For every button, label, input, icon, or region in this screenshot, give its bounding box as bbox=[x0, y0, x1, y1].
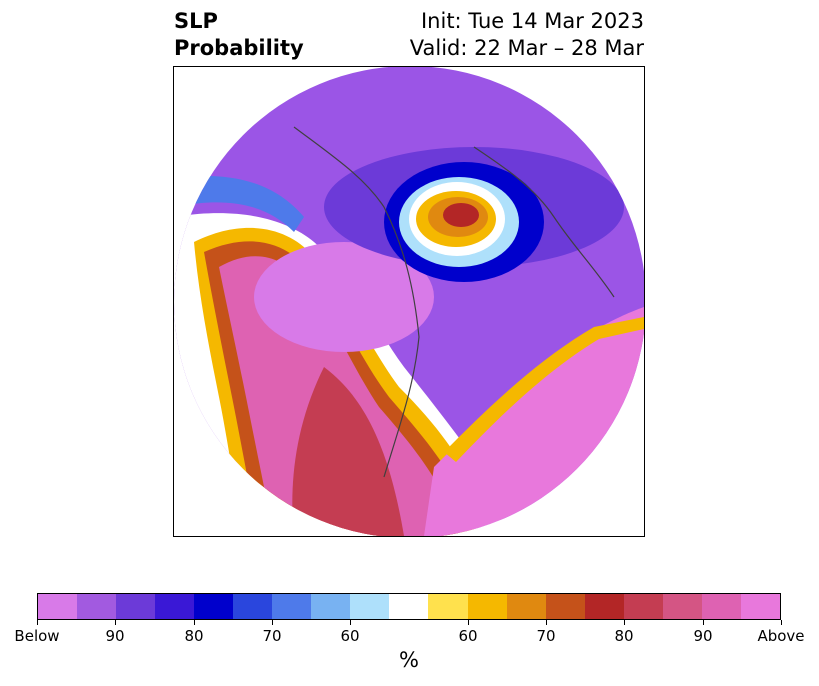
title-right: Init: Tue 14 Mar 2023 Valid: 22 Mar – 28… bbox=[410, 8, 644, 62]
atlantic-yellow-band bbox=[444, 317, 644, 462]
colorbar-segment bbox=[428, 594, 468, 619]
colorbar-segment bbox=[311, 594, 351, 619]
colorbar-tick bbox=[350, 620, 351, 625]
colorbar-tick-label: 80 bbox=[184, 627, 204, 645]
colorbar-segment bbox=[272, 594, 312, 619]
colorbar-tick bbox=[703, 620, 704, 625]
colorbar-tick-label: 60 bbox=[458, 627, 478, 645]
colorbar-tick-label: 60 bbox=[340, 627, 360, 645]
valid-range: Valid: 22 Mar – 28 Mar bbox=[409, 36, 644, 60]
colorbar-segment bbox=[233, 594, 273, 619]
colorbar-segment bbox=[77, 594, 117, 619]
colorbar-segment bbox=[389, 594, 429, 619]
colorbar-tick-label: Below bbox=[14, 627, 60, 645]
colorbar-segment bbox=[701, 594, 741, 619]
colorbar-tick-label: 70 bbox=[536, 627, 556, 645]
colorbar-segment bbox=[545, 594, 585, 619]
canada-below-core bbox=[254, 242, 434, 352]
colorbar-tick bbox=[624, 620, 625, 625]
colorbar-segment bbox=[467, 594, 507, 619]
colorbar-segment bbox=[623, 594, 663, 619]
map-panel bbox=[173, 66, 645, 537]
colorbar-tick-label: 70 bbox=[262, 627, 282, 645]
colorbar-segment bbox=[116, 594, 156, 619]
colorbar-tick bbox=[272, 620, 273, 625]
colorbar-tick-label: 90 bbox=[693, 627, 713, 645]
colorbar-tick-label: Above bbox=[757, 627, 805, 645]
colorbar-segment bbox=[662, 594, 702, 619]
colorbar-tick-label: 80 bbox=[614, 627, 634, 645]
colorbar-tick bbox=[37, 620, 38, 625]
colorbar-segment bbox=[155, 594, 195, 619]
colorbar-tick bbox=[781, 620, 782, 625]
colorbar-segment bbox=[584, 594, 624, 619]
colorbar-tick bbox=[194, 620, 195, 625]
us-above-core bbox=[292, 367, 404, 536]
colorbar-segment bbox=[194, 594, 234, 619]
colorbar-tick-label: 90 bbox=[105, 627, 125, 645]
colorbar-segment bbox=[38, 594, 78, 619]
title-left: SLP Probability bbox=[174, 8, 304, 62]
colorbar-tick bbox=[468, 620, 469, 625]
coastline bbox=[293, 126, 615, 478]
colorbar bbox=[37, 593, 781, 620]
pacific-blue-band bbox=[174, 175, 304, 232]
field-subtitle: Probability bbox=[174, 36, 304, 60]
colorbar-segment bbox=[740, 594, 780, 619]
init-date: Init: Tue 14 Mar 2023 bbox=[420, 9, 644, 33]
greenland-above-core bbox=[443, 203, 479, 227]
colorbar-segment bbox=[350, 594, 390, 619]
colorbar-segment bbox=[506, 594, 546, 619]
colorbar-tick bbox=[546, 620, 547, 625]
colorbar-tick bbox=[115, 620, 116, 625]
colorbar-units: % bbox=[399, 648, 419, 672]
field-title: SLP bbox=[174, 9, 218, 33]
probability-map bbox=[174, 67, 644, 536]
